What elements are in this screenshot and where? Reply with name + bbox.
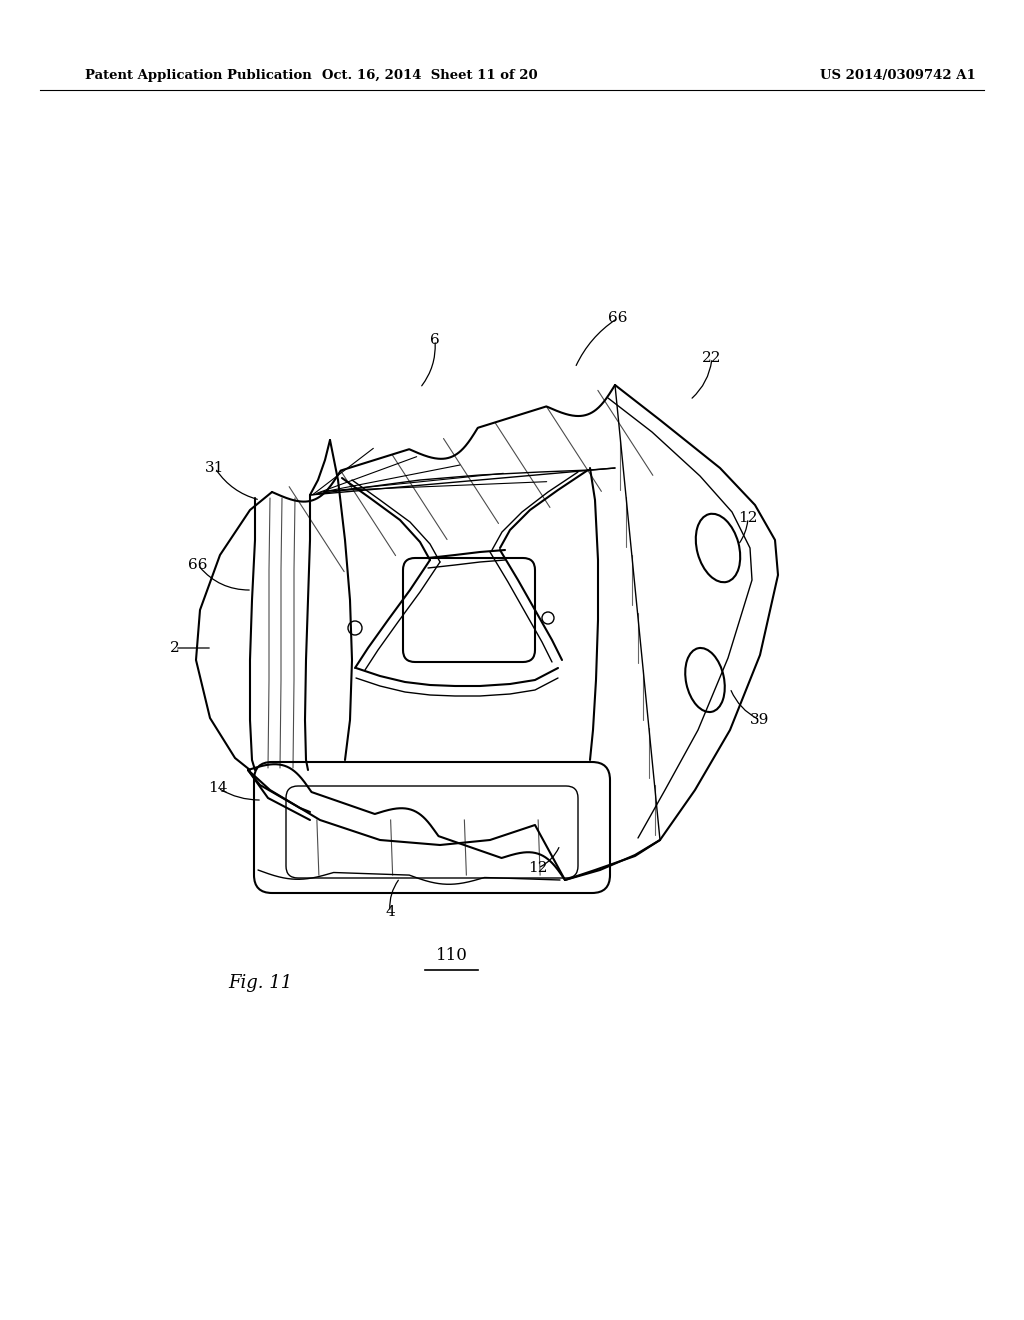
Text: Oct. 16, 2014  Sheet 11 of 20: Oct. 16, 2014 Sheet 11 of 20 <box>323 69 538 82</box>
Text: 14: 14 <box>208 781 227 795</box>
Text: 110: 110 <box>436 946 468 964</box>
Text: 4: 4 <box>385 906 395 919</box>
Text: US 2014/0309742 A1: US 2014/0309742 A1 <box>820 69 976 82</box>
Text: 6: 6 <box>430 333 440 347</box>
Text: 2: 2 <box>170 642 180 655</box>
Text: 66: 66 <box>188 558 208 572</box>
Text: 31: 31 <box>206 461 224 475</box>
Text: Fig. 11: Fig. 11 <box>228 974 292 993</box>
Text: 66: 66 <box>608 312 628 325</box>
Text: 12: 12 <box>528 861 548 875</box>
Text: Patent Application Publication: Patent Application Publication <box>85 69 311 82</box>
Text: 39: 39 <box>751 713 770 727</box>
Text: 22: 22 <box>702 351 722 366</box>
Text: 12: 12 <box>738 511 758 525</box>
